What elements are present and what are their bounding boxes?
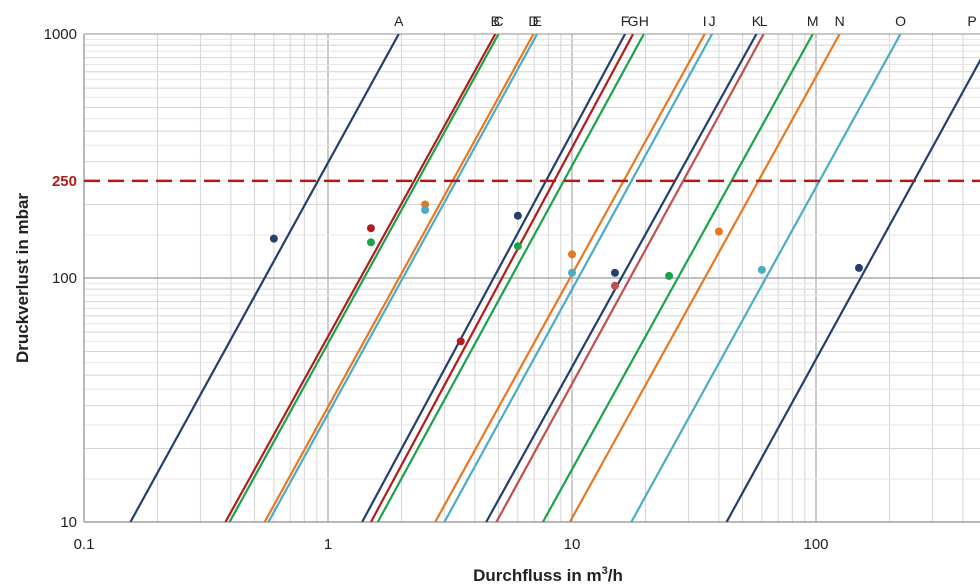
series-line-J <box>443 34 714 522</box>
series-line-P <box>725 58 980 522</box>
series-point-C <box>366 238 375 247</box>
series-labels: A BC DE FG H I J KL M N O P <box>394 13 977 29</box>
series-line-G <box>369 34 635 522</box>
series-line-M <box>541 34 814 522</box>
axis-layer: 0.1 1 10 100 10 100 1000 <box>44 26 829 553</box>
x-tick-label: 100 <box>803 536 828 553</box>
series-line-I <box>434 34 706 522</box>
series-point-G <box>456 337 465 346</box>
series-line-K <box>485 34 758 522</box>
series-label-I: I <box>703 13 707 29</box>
series-label-J: J <box>709 13 716 29</box>
series-label-A: A <box>394 13 404 29</box>
series-point-A <box>269 234 278 243</box>
series-line-H <box>376 34 645 522</box>
y-tick-label: 100 <box>52 270 77 287</box>
series-label-G: G <box>628 13 639 29</box>
series-label-E: E <box>533 13 542 29</box>
series-point-H <box>513 242 522 251</box>
series-line-F <box>361 34 627 522</box>
reference-line-layer: 250 <box>52 173 980 190</box>
x-tick-label: 0.1 <box>74 536 95 553</box>
series-point-L <box>610 281 619 290</box>
x-tick-label: 10 <box>564 536 581 553</box>
series-label-N: N <box>835 13 845 29</box>
y-tick-label: 10 <box>60 514 77 531</box>
series-point-I <box>568 250 576 259</box>
series-label-L: L <box>760 13 768 29</box>
series-point-P <box>854 263 863 272</box>
series-label-H: H <box>639 13 649 29</box>
series-label-M: M <box>807 13 819 29</box>
series-point-M <box>665 271 674 280</box>
series-line-C <box>228 34 500 522</box>
y-axis-title: Druckverlust in mbar <box>13 193 32 363</box>
series-label-K: K <box>752 13 762 29</box>
series-line-D <box>263 34 535 522</box>
series-label-D: D <box>528 13 538 29</box>
series-line-B <box>224 34 497 522</box>
series-line-O <box>630 34 902 522</box>
series-point-F <box>513 211 522 220</box>
points-layer <box>269 200 863 346</box>
series-point-E <box>421 205 430 214</box>
series-label-C: C <box>493 13 503 29</box>
series-label-F: F <box>621 13 630 29</box>
reference-line-label: 250 <box>52 173 77 190</box>
x-tick-label: 1 <box>324 536 332 553</box>
series-point-N <box>714 227 723 236</box>
series-line-A <box>129 34 400 522</box>
x-axis-title: Durchfluss in m3/h <box>473 565 623 585</box>
series-line-L <box>495 34 765 522</box>
series-point-O <box>757 265 766 274</box>
series-layer <box>129 34 980 522</box>
series-label-O: O <box>895 13 906 29</box>
series-point-K <box>610 268 619 277</box>
series-point-J <box>568 268 576 277</box>
series-line-N <box>568 34 841 522</box>
series-label-B: B <box>491 13 500 29</box>
grid <box>83 33 980 523</box>
series-line-E <box>267 34 539 522</box>
series-label-P: P <box>967 13 976 29</box>
y-tick-label: 1000 <box>44 26 77 43</box>
series-point-B <box>366 224 375 233</box>
